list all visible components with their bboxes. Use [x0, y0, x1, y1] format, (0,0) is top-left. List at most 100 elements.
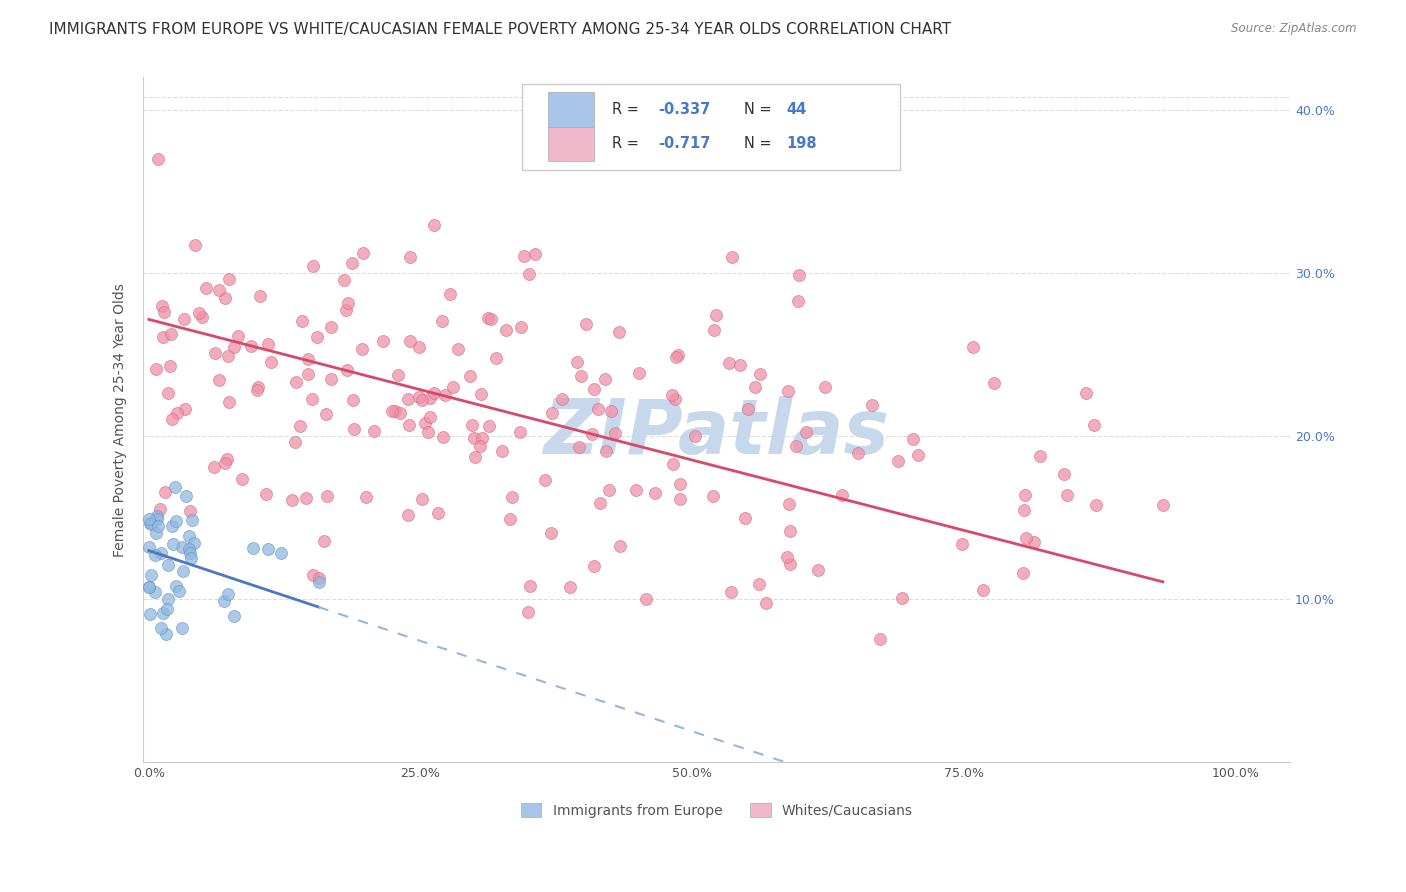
Point: [512, 249, 534, 263]
Point: [1084, 499, 1107, 513]
Point: [814, 380, 837, 394]
Point: [183, 238, 205, 252]
Point: [1022, 535, 1045, 549]
Text: -0.337: -0.337: [658, 102, 710, 117]
Point: [510, 320, 533, 334]
Point: [172, 565, 194, 579]
Point: [217, 349, 239, 363]
Point: [214, 456, 236, 470]
Text: -0.717: -0.717: [658, 136, 710, 152]
Point: [381, 404, 404, 418]
Point: [441, 380, 464, 394]
Point: [160, 412, 183, 426]
Point: [419, 410, 441, 425]
Point: [315, 489, 337, 503]
Point: [1056, 488, 1078, 502]
Text: ZIPatlas: ZIPatlas: [544, 396, 890, 470]
Point: [408, 391, 430, 405]
Point: [519, 579, 541, 593]
Point: [901, 432, 924, 446]
Point: [254, 487, 277, 501]
Point: [460, 368, 482, 383]
Point: [794, 425, 817, 439]
Point: [567, 355, 589, 369]
Point: [215, 452, 238, 467]
Point: [187, 306, 209, 320]
Point: [399, 334, 422, 348]
Point: [787, 268, 810, 283]
Point: [139, 516, 162, 530]
Point: [170, 622, 193, 636]
Point: [636, 591, 658, 606]
Point: [159, 359, 181, 373]
Point: [139, 607, 162, 621]
Point: [145, 525, 167, 540]
Point: [430, 314, 453, 328]
Point: [177, 529, 200, 543]
Point: [217, 587, 239, 601]
Point: [593, 372, 616, 386]
Point: [426, 506, 449, 520]
Y-axis label: Female Poverty Among 25-34 Year Olds: Female Poverty Among 25-34 Year Olds: [114, 283, 128, 557]
Point: [249, 289, 271, 303]
Point: [728, 358, 751, 372]
Point: [887, 454, 910, 468]
Point: [315, 408, 337, 422]
Point: [208, 373, 231, 387]
Point: [173, 311, 195, 326]
Point: [603, 426, 626, 441]
Point: [146, 518, 169, 533]
Point: [145, 508, 167, 523]
Point: [607, 325, 630, 339]
Text: Source: ZipAtlas.com: Source: ZipAtlas.com: [1232, 22, 1357, 36]
Point: [156, 591, 179, 606]
Point: [239, 339, 262, 353]
Text: IMMIGRANTS FROM EUROPE VS WHITE/CAUCASIAN FEMALE POVERTY AMONG 25-34 YEAR OLDS C: IMMIGRANTS FROM EUROPE VS WHITE/CAUCASIA…: [49, 22, 952, 37]
Point: [846, 446, 869, 460]
Point: [180, 550, 202, 565]
Point: [478, 419, 501, 434]
Point: [165, 514, 187, 528]
Point: [411, 392, 433, 407]
Point: [586, 401, 609, 416]
Point: [388, 406, 411, 420]
Point: [138, 541, 160, 555]
Point: [141, 517, 163, 532]
Point: [717, 356, 740, 370]
Point: [1053, 467, 1076, 482]
Point: [860, 398, 883, 412]
Point: [662, 457, 685, 471]
Point: [600, 404, 623, 418]
Point: [411, 491, 433, 506]
Point: [157, 558, 180, 573]
Point: [702, 489, 724, 503]
Point: [170, 541, 193, 555]
Point: [661, 388, 683, 402]
Point: [501, 491, 523, 505]
Point: [352, 246, 374, 260]
Text: N =: N =: [744, 136, 776, 152]
Point: [568, 440, 591, 454]
Point: [776, 384, 799, 398]
Point: [242, 541, 264, 555]
Point: [150, 621, 173, 635]
FancyBboxPatch shape: [522, 84, 900, 169]
Point: [720, 250, 742, 264]
Point: [342, 255, 364, 269]
Point: [1076, 385, 1098, 400]
Point: [214, 291, 236, 305]
Point: [1152, 499, 1174, 513]
Point: [869, 632, 891, 646]
Point: [139, 568, 162, 582]
Point: [779, 557, 801, 571]
Point: [260, 355, 283, 369]
Point: [246, 383, 269, 397]
Point: [152, 304, 174, 318]
Point: [598, 483, 620, 498]
Point: [734, 511, 756, 525]
Point: [302, 259, 325, 273]
Point: [776, 549, 799, 564]
Point: [595, 443, 617, 458]
Point: [423, 385, 446, 400]
Bar: [548, 93, 593, 127]
